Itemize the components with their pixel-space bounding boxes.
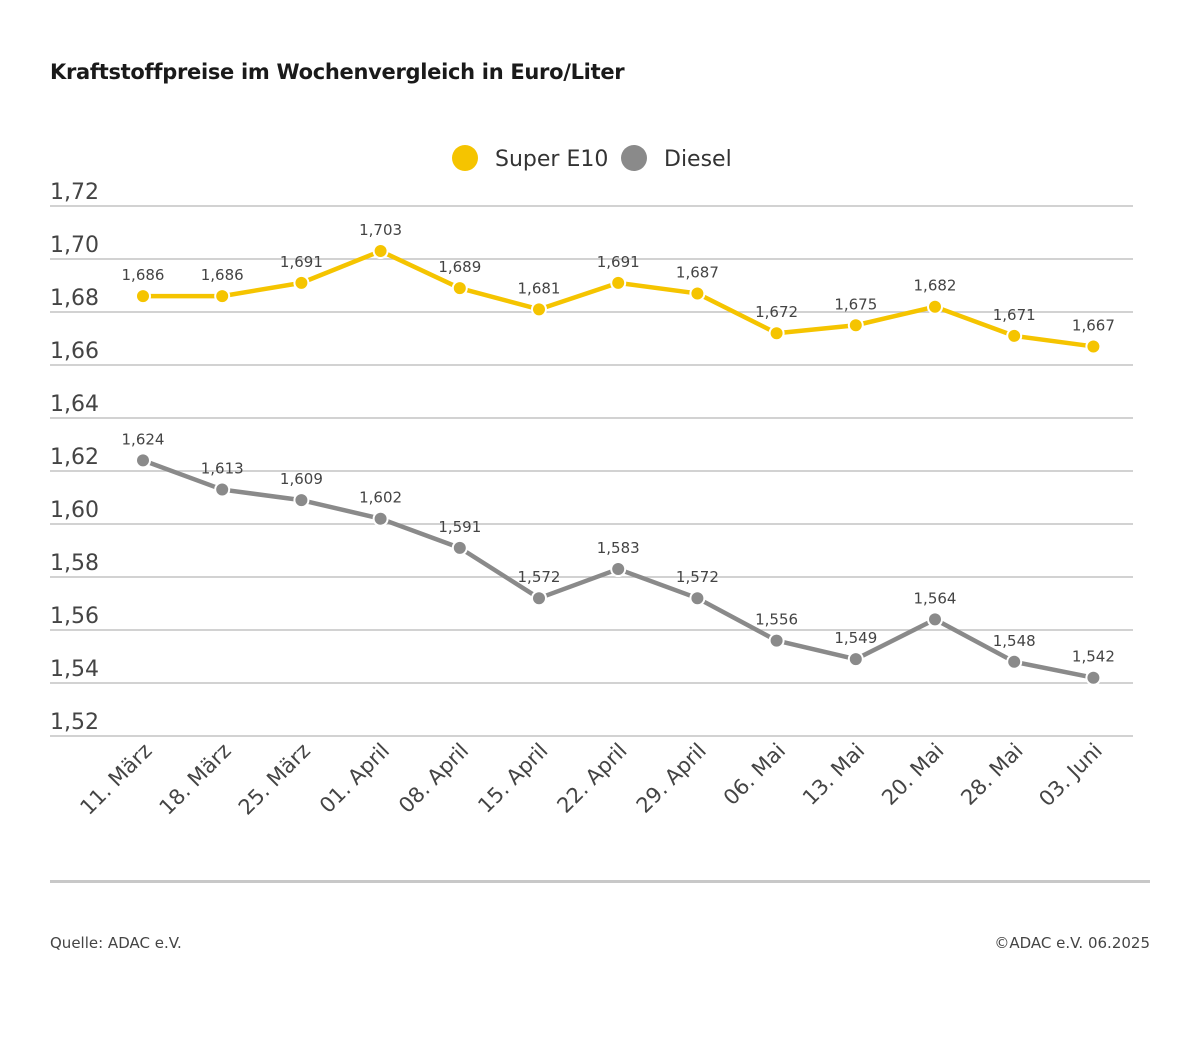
data-point <box>1085 669 1102 686</box>
data-point <box>293 274 310 291</box>
data-point <box>135 288 151 305</box>
y-tick-label: 1,56 <box>50 604 99 629</box>
chart-title: Kraftstoffpreise im Wochenvergleich in E… <box>50 60 625 84</box>
data-point <box>847 317 864 334</box>
data-label: 1,609 <box>280 470 323 488</box>
x-tick-label: 18. März <box>155 739 236 820</box>
data-point <box>531 590 547 607</box>
x-tick-label: 13. Mai <box>798 739 869 810</box>
data-point <box>1006 327 1023 344</box>
data-label: 1,564 <box>914 589 957 607</box>
data-label: 1,572 <box>518 568 561 586</box>
data-label: 1,691 <box>280 253 323 271</box>
data-point <box>372 510 389 527</box>
copyright-note: ©ADAC e.V. 06.2025 <box>994 934 1150 952</box>
x-tick-label: 29. April <box>632 739 711 818</box>
data-label: 1,624 <box>122 430 165 448</box>
data-point <box>451 539 468 556</box>
data-point <box>214 288 231 305</box>
x-tick-label: 25. März <box>234 739 315 820</box>
data-point <box>689 285 706 302</box>
data-label: 1,686 <box>122 266 165 284</box>
data-label: 1,681 <box>518 279 561 297</box>
data-point <box>372 243 389 260</box>
data-label: 1,672 <box>755 303 798 321</box>
data-point <box>1085 338 1102 355</box>
x-tick-label: 11. März <box>75 739 156 820</box>
data-point <box>1006 653 1023 670</box>
data-label: 1,613 <box>201 460 244 478</box>
x-tick-label: 28. Mai <box>956 739 1027 810</box>
y-tick-label: 1,62 <box>50 445 99 470</box>
legend-marker-diesel <box>621 145 647 171</box>
data-point <box>768 632 785 649</box>
y-tick-label: 1,72 <box>50 180 99 205</box>
footer-divider <box>50 880 1150 883</box>
data-point <box>531 301 547 318</box>
data-label: 1,687 <box>676 263 719 281</box>
x-tick-label: 22. April <box>552 739 631 818</box>
y-tick-label: 1,66 <box>50 339 99 364</box>
data-point <box>927 611 943 628</box>
y-tick-label: 1,68 <box>50 286 99 311</box>
data-label: 1,572 <box>676 568 719 586</box>
source-note: Quelle: ADAC e.V. <box>50 934 182 952</box>
data-label: 1,703 <box>359 221 402 239</box>
data-label: 1,689 <box>438 258 481 276</box>
y-tick-label: 1,70 <box>50 233 99 258</box>
legend-label: Diesel <box>664 147 732 172</box>
data-label: 1,691 <box>597 253 640 271</box>
x-tick-label: 15. April <box>473 739 552 818</box>
x-tick-label: 20. Mai <box>877 739 948 810</box>
y-tick-label: 1,58 <box>50 551 99 576</box>
x-tick-label: 08. April <box>394 739 473 818</box>
x-tick-label: 03. Juni <box>1034 739 1107 812</box>
legend-label: Super E10 <box>495 147 608 172</box>
data-point <box>768 325 785 342</box>
data-point <box>927 298 943 315</box>
data-point <box>293 492 310 509</box>
data-point <box>135 452 151 469</box>
y-tick-label: 1,64 <box>50 392 99 417</box>
data-label: 1,542 <box>1072 648 1115 666</box>
data-label: 1,686 <box>201 266 244 284</box>
y-tick-label: 1,54 <box>50 657 99 682</box>
data-label: 1,667 <box>1072 316 1115 334</box>
data-label: 1,548 <box>993 632 1036 650</box>
data-label: 1,556 <box>755 611 798 629</box>
data-point <box>847 651 864 668</box>
x-tick-label: 06. Mai <box>719 739 790 810</box>
data-label: 1,591 <box>438 518 481 536</box>
data-label: 1,671 <box>993 306 1036 324</box>
data-label: 1,602 <box>359 489 402 507</box>
data-point <box>610 274 627 291</box>
data-label: 1,549 <box>834 629 877 647</box>
data-label: 1,675 <box>834 295 877 313</box>
data-point <box>451 280 468 297</box>
y-tick-label: 1,52 <box>50 710 99 735</box>
legend-marker-super-e10 <box>452 145 478 171</box>
data-label: 1,583 <box>597 539 640 557</box>
y-tick-label: 1,60 <box>50 498 99 523</box>
data-label: 1,682 <box>914 277 957 295</box>
data-point <box>689 590 706 607</box>
data-point <box>610 561 627 578</box>
x-tick-label: 01. April <box>315 739 394 818</box>
data-point <box>214 481 231 498</box>
